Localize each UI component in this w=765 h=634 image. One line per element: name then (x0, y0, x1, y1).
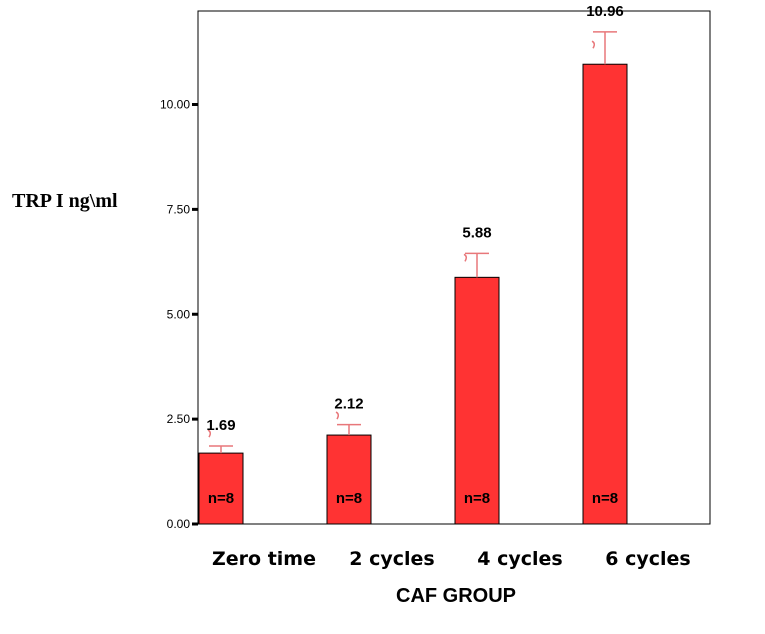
category-label: 6 cycles (605, 548, 690, 570)
y-ticks: 0.00 2.50 5.00 7.50 10.00 (160, 98, 198, 531)
n-labels: n=8 n=8 n=8 n=8 (208, 490, 618, 507)
category-label: Zero time (212, 548, 316, 570)
n-label: n=8 (464, 490, 490, 507)
plot-frame (197, 10, 711, 525)
n-label: n=8 (592, 490, 618, 507)
bar (454, 276, 500, 525)
value-label: 2.12 (334, 396, 363, 413)
error-bar-mark (335, 411, 340, 420)
value-label: 1.69 (206, 417, 235, 434)
value-labels: 1.69 2.12 5.88 10.96 (206, 3, 623, 434)
bar (582, 63, 628, 525)
x-axis-label: CAF GROUP (396, 585, 516, 607)
y-axis-label: TRP I ng\ml (12, 190, 118, 212)
category-labels: Zero time 2 cycles 4 cycles 6 cycles (212, 548, 691, 570)
bars (198, 63, 628, 525)
value-label: 5.88 (462, 224, 491, 241)
bar (326, 434, 372, 525)
y-tick-label: 2.50 (167, 412, 191, 426)
bar (198, 452, 244, 525)
category-label: 4 cycles (477, 548, 562, 570)
error-bar-mark (207, 429, 212, 438)
error-bars (207, 31, 617, 454)
error-bar-mark (463, 253, 468, 262)
value-label: 10.96 (586, 3, 624, 20)
n-label: n=8 (336, 490, 362, 507)
y-tick-label: 0.00 (167, 517, 191, 531)
n-label: n=8 (208, 490, 234, 507)
category-label: 2 cycles (349, 548, 434, 570)
y-tick-label: 5.00 (167, 307, 191, 321)
y-tick-label: 7.50 (167, 202, 191, 216)
y-tick-label: 10.00 (160, 98, 190, 112)
error-bar-mark (591, 40, 596, 49)
